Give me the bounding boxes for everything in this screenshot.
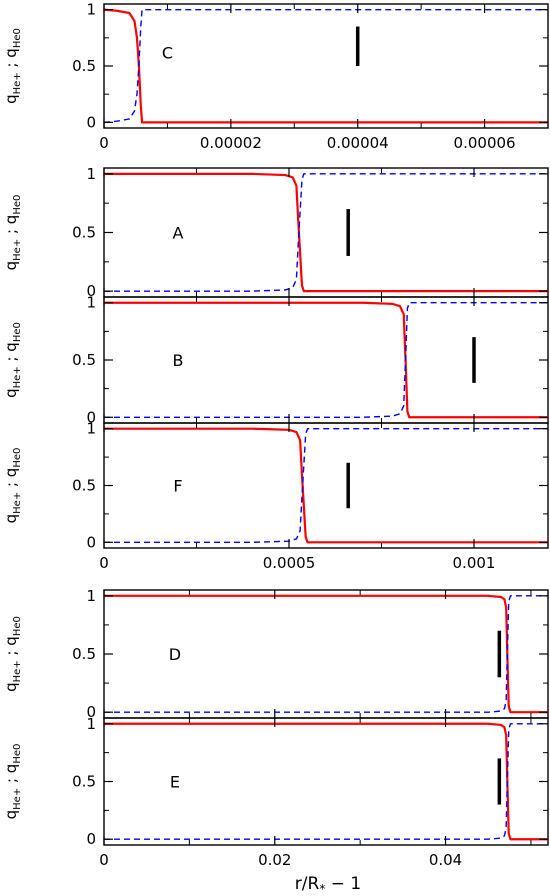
x-tick-label: 0.04 (429, 851, 462, 869)
x-tick-label: 0.00004 (327, 134, 389, 152)
y-axis-label-part: ; q (2, 342, 20, 366)
y-axis-label-part: He0 (12, 448, 23, 468)
y-axis-label-part: He0 (12, 744, 23, 764)
y-axis-label-part: q (2, 388, 20, 398)
y-tick-label: 1 (86, 294, 96, 312)
y-axis-label-part: He+ (12, 239, 23, 261)
y-tick-label: 0.5 (72, 477, 96, 495)
y-axis-label-part: He0 (12, 322, 23, 342)
y-tick-label: 0.5 (72, 57, 96, 75)
y-tick-label: 1 (86, 165, 96, 183)
panel-letter: D (169, 645, 181, 664)
panel-letter: F (173, 477, 182, 496)
panel-frame (103, 167, 549, 298)
series-blue-dashed-line (104, 723, 548, 840)
y-tick-label: 1 (86, 420, 96, 438)
y-axis-label-part: ; q (2, 764, 20, 788)
x-tick-label: 0.001 (453, 554, 496, 572)
series-red-line (104, 172, 548, 293)
y-tick-label: 0 (86, 408, 96, 426)
y-tick-label: 1 (86, 1, 96, 19)
y-axis-label-part: He+ (12, 788, 23, 810)
series-red-line (104, 301, 548, 419)
y-axis-label-part: ; q (2, 468, 20, 492)
y-tick-label: 0 (86, 830, 96, 848)
y-axis-label-part: He+ (12, 366, 23, 388)
y-axis-label-part: He+ (12, 492, 23, 514)
series-red-line (103, 8, 548, 124)
panel-letter: A (173, 224, 184, 243)
y-axis-label-part: q (2, 810, 20, 820)
y-axis-label: qHe+ ; qHe0 (2, 448, 23, 524)
y-axis-label-part: ; q (2, 636, 20, 660)
y-tick-label: 0 (86, 113, 96, 131)
series-blue-dashed-line (103, 8, 548, 124)
series-blue-dashed-line (104, 427, 548, 544)
x-tick-label: 0.02 (258, 851, 291, 869)
panel-letter: C (162, 43, 173, 62)
x-axis-label-sub: * (319, 882, 325, 896)
y-tick-label: 0.5 (72, 224, 96, 242)
y-axis-label-part: He0 (12, 195, 23, 215)
y-axis-label: qHe+ ; qHe0 (2, 28, 23, 104)
series-blue-dashed-line (104, 302, 548, 418)
y-axis-label-part: q (2, 261, 20, 271)
x-tick-label: 0 (99, 851, 109, 869)
y-axis-label-part: He0 (12, 616, 23, 636)
series-red-line (104, 594, 548, 714)
y-axis-label-part: He+ (12, 660, 23, 682)
y-axis-label-part: He+ (12, 72, 23, 94)
y-axis-label-part: ; q (2, 48, 20, 72)
y-tick-label: 0.5 (72, 645, 96, 663)
x-tick-label: 0 (99, 134, 109, 152)
panel-letter: E (170, 773, 180, 792)
x-tick-label: 0 (99, 554, 109, 572)
y-tick-label: 0.5 (72, 351, 96, 369)
series-red-line (104, 722, 548, 841)
y-axis-label: qHe+ ; qHe0 (2, 322, 23, 398)
y-axis-label: qHe+ ; qHe0 (2, 616, 23, 692)
panel-frame (103, 3, 549, 129)
y-axis-label: qHe+ ; qHe0 (2, 744, 23, 820)
series-red-line (104, 427, 548, 544)
series-blue-dashed-line (104, 173, 548, 292)
x-axis-label: r/R* − 1 (295, 874, 361, 896)
panel-frame (103, 422, 549, 549)
y-tick-label: 0.5 (72, 773, 96, 791)
y-tick-label: 1 (86, 587, 96, 605)
y-axis-label-part: q (2, 94, 20, 104)
y-axis-label: qHe+ ; qHe0 (2, 195, 23, 271)
y-axis-label-part: q (2, 514, 20, 524)
x-axis-label-tail: − 1 (325, 874, 361, 894)
panel-frame (103, 296, 549, 424)
y-axis-label-part: ; q (2, 215, 20, 239)
y-axis-label-part: He0 (12, 28, 23, 48)
x-tick-label: 0.00002 (200, 134, 262, 152)
y-tick-label: 1 (86, 715, 96, 733)
series-blue-dashed-line (104, 595, 548, 713)
x-tick-label: 0.00006 (454, 134, 516, 152)
y-axis-label-part: q (2, 682, 20, 692)
y-tick-label: 0 (86, 282, 96, 300)
y-tick-label: 0 (86, 703, 96, 721)
x-axis-label-main: r/R (295, 874, 320, 894)
y-tick-label: 0 (86, 533, 96, 551)
panel-letter: B (173, 351, 184, 370)
x-tick-label: 0.0005 (263, 554, 316, 572)
